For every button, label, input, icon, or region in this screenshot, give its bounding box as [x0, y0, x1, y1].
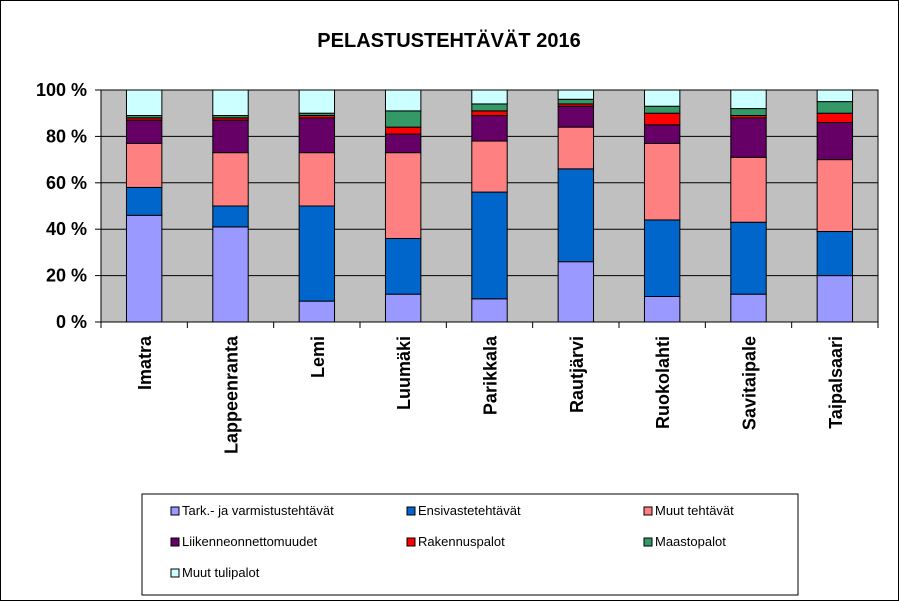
- legend-label: Tark.- ja varmistustehtävät: [182, 503, 334, 518]
- legend-swatch: [170, 506, 180, 516]
- bar-segment: [471, 89, 508, 105]
- bar-segment: [816, 121, 854, 161]
- bar-segment: [212, 89, 249, 117]
- x-tick-label: Savitaipale: [740, 336, 760, 430]
- bar-segment: [730, 156, 767, 223]
- legend-label: Muut tulipalot: [182, 565, 260, 580]
- legend-label: Maastopalot: [655, 534, 726, 549]
- bar-segment: [212, 226, 249, 323]
- bar-segment: [298, 117, 336, 154]
- legend-label: Muut tehtävät: [655, 503, 734, 518]
- y-tick-label: 40 %: [46, 219, 87, 239]
- bar-segment: [125, 142, 163, 188]
- y-tick-label: 60 %: [46, 173, 87, 193]
- legend-label: Rakennuspalot: [418, 534, 505, 549]
- bar-segment: [298, 89, 336, 114]
- x-tick-label: Taipalsaari: [826, 336, 846, 429]
- y-tick-label: 80 %: [46, 126, 87, 146]
- bar-segment: [730, 89, 767, 110]
- bar-segment: [643, 142, 681, 221]
- bar-segment: [557, 168, 595, 263]
- bar-segment: [212, 205, 249, 228]
- bar-segment: [298, 205, 336, 302]
- bar-segment: [557, 98, 595, 105]
- y-tick-label: 100 %: [36, 80, 87, 100]
- bar-segment: [471, 103, 508, 112]
- legend: Tark.- ja varmistustehtävät Ensivasteteht…: [141, 493, 799, 596]
- legend-label: Liikenneonnettomuudet: [182, 534, 318, 549]
- x-tick-label: Lappeenranta: [222, 335, 242, 454]
- bar-segment: [384, 237, 422, 295]
- bar-segment: [643, 89, 681, 107]
- plot-area: 0 % 20 % 40 % 60 % 80 % 100 % Imatra Lappeenran…: [36, 80, 879, 454]
- chart-title: PELASTUSTEHTÄVÄT 2016: [317, 29, 580, 52]
- legend-swatch: [643, 506, 653, 516]
- y-tick-label: 20 %: [46, 266, 87, 286]
- bar-segment: [643, 295, 681, 323]
- bar-segment: [125, 186, 163, 216]
- bar-segment: [816, 159, 854, 233]
- bar-segment: [384, 293, 422, 323]
- bar-segment: [471, 140, 508, 193]
- bar-segment: [730, 293, 767, 323]
- bar-segment: [557, 261, 595, 323]
- bar-segment: [643, 219, 681, 297]
- legend-swatch: [406, 537, 416, 547]
- bar-segment: [557, 89, 595, 100]
- legend-box: [141, 493, 799, 596]
- legend-swatch: [406, 506, 416, 516]
- x-tick-label: Rautjärvi: [567, 336, 587, 413]
- bar-segment: [125, 214, 163, 323]
- bar-segment: [384, 89, 422, 112]
- x-tick-label: Parikkala: [481, 335, 501, 415]
- bar-segment: [730, 108, 767, 117]
- x-tick-label: Ruokolahti: [653, 336, 673, 429]
- bar-segment: [298, 152, 336, 207]
- legend-swatch: [170, 537, 180, 547]
- legend-swatch: [170, 568, 180, 578]
- bar-segment: [471, 110, 508, 117]
- bar-segment: [471, 191, 508, 300]
- bar-segment: [384, 152, 422, 239]
- bar-segment: [557, 126, 595, 170]
- bar-segment: [816, 275, 854, 323]
- bar-segment: [557, 105, 595, 128]
- bar-segment: [125, 89, 163, 117]
- x-tick-label: Imatra: [135, 335, 155, 390]
- bar-segment: [643, 105, 681, 114]
- x-tick-label: Luumäki: [394, 336, 414, 410]
- bar-segment: [643, 124, 681, 144]
- x-tick-label: Lemi: [308, 336, 328, 378]
- bar-segment: [384, 126, 422, 135]
- bar-segment: [212, 119, 249, 154]
- legend-label: Ensivastetehtävät: [418, 503, 521, 518]
- bar-segment: [471, 298, 508, 323]
- bar-segment: [816, 89, 854, 103]
- bar-segment: [816, 112, 854, 123]
- bar-segment: [730, 117, 767, 158]
- bar-segment: [643, 112, 681, 126]
- bar-segment: [816, 101, 854, 114]
- bar-segment: [384, 133, 422, 154]
- bar-segment: [816, 231, 854, 277]
- bar-segment: [384, 110, 422, 128]
- bar-segment: [125, 119, 163, 144]
- bar-segment: [298, 300, 336, 323]
- bar-segment: [471, 115, 508, 142]
- y-tick-label: 0 %: [56, 312, 87, 332]
- bar-segment: [730, 221, 767, 295]
- bar-segment: [212, 152, 249, 207]
- legend-swatch: [643, 537, 653, 547]
